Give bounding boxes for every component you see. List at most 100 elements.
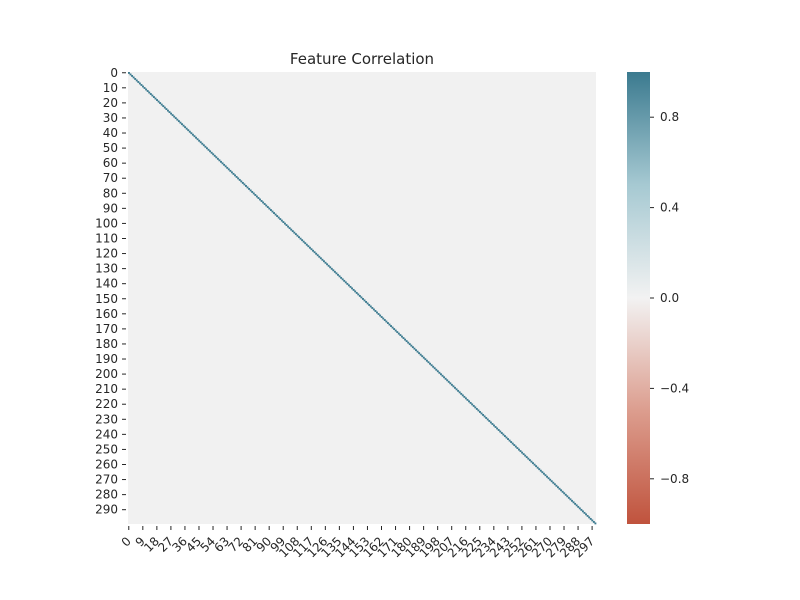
y-tick-label: 220 [95, 397, 118, 411]
heatmap-diagonal-cell [547, 477, 550, 480]
heatmap-diagonal-cell [140, 84, 143, 86]
heatmap-diagonal-cell [583, 511, 586, 514]
heatmap-diagonal-cell [524, 454, 527, 457]
heatmap-diagonal-cell [564, 493, 567, 496]
heatmap-diagonal-cell [142, 85, 144, 88]
heatmap-diagonal-cell [558, 487, 561, 490]
heatmap-diagonal-cell [460, 392, 463, 395]
y-tick-label: 230 [95, 412, 118, 426]
y-tick-label: 80 [103, 186, 118, 200]
heatmap-diagonal-cell [455, 388, 458, 391]
heatmap-diagonal-cell [226, 166, 229, 169]
heatmap-diagonal-cell [310, 248, 313, 251]
heatmap-diagonal-cell [344, 281, 347, 284]
heatmap-diagonal-cell [234, 174, 236, 177]
heatmap-diagonal-cell [187, 129, 190, 132]
y-tick-label: 170 [95, 322, 118, 336]
heatmap-diagonal-cell [282, 221, 285, 224]
heatmap-diagonal-cell [316, 254, 319, 257]
heatmap-diagonal-cell [238, 178, 241, 181]
y-tick-label: 280 [95, 488, 118, 502]
heatmap-diagonal-cell [347, 284, 350, 287]
heatmap-diagonal-cell [340, 276, 343, 279]
heatmap-diagonal-cell [382, 317, 385, 320]
heatmap-diagonal-cell [132, 76, 135, 79]
heatmap-diagonal-cell [248, 188, 251, 190]
heatmap-diagonal-cell [452, 385, 455, 388]
heatmap-diagonal-cell [210, 151, 213, 154]
heatmap-diagonal-cell [572, 501, 575, 504]
heatmap-diagonal-cell [516, 447, 519, 450]
heatmap-diagonal-cell [355, 291, 358, 294]
heatmap-diagonal-cell [541, 471, 544, 474]
y-tick-label: 160 [95, 307, 118, 321]
heatmap-diagonal-cell [371, 307, 374, 309]
heatmap-diagonal-cell [560, 489, 563, 492]
heatmap-diagonal-cell [287, 225, 290, 228]
heatmap-diagonal-cell [319, 257, 322, 260]
heatmap-diagonal-cell [475, 407, 478, 410]
y-tick-label: 250 [95, 442, 118, 456]
heatmap-diagonal-cell [553, 483, 556, 486]
heatmap-diagonal-cell [313, 251, 316, 254]
heatmap-diagonal-cell [323, 260, 325, 263]
y-tick-label: 110 [95, 231, 118, 245]
heatmap-diagonal-cell [522, 453, 525, 456]
heatmap-diagonal-cell [170, 112, 173, 115]
heatmap-diagonal-cell [542, 472, 545, 475]
heatmap-diagonal-cell [425, 359, 428, 362]
y-tick-label: 180 [95, 337, 118, 351]
heatmap-diagonal-cell [179, 121, 182, 124]
heatmap-diagonal-cell [446, 379, 449, 382]
heatmap-diagonal-cell [181, 123, 183, 126]
heatmap-diagonal-cell [550, 480, 553, 483]
heatmap-diagonal-cell [167, 109, 169, 112]
heatmap-diagonal-cell [421, 355, 424, 358]
heatmap-diagonal-cell [457, 389, 460, 392]
colorbar-tick-label: 0.4 [660, 201, 679, 215]
heatmap-diagonal-cell [196, 138, 199, 141]
y-tick-label: 0 [110, 66, 118, 80]
heatmap-diagonal-cell [567, 496, 570, 499]
heatmap-diagonal-cell [307, 245, 310, 248]
heatmap-diagonal-cell [365, 301, 368, 303]
heatmap-diagonal-cell [176, 118, 179, 121]
heatmap-diagonal-cell [407, 341, 410, 344]
heatmap-diagonal-cell [377, 313, 380, 315]
heatmap-diagonal-cell [513, 444, 516, 447]
heatmap-diagonal-cell [349, 285, 352, 288]
heatmap-diagonal-cell [510, 441, 513, 443]
heatmap-diagonal-cell [508, 439, 511, 442]
heatmap-diagonal-cell [585, 513, 587, 516]
heatmap-diagonal-cell [302, 240, 305, 243]
heatmap-diagonal-cell [232, 172, 235, 175]
heatmap-diagonal-cell [199, 141, 202, 144]
heatmap-diagonal-cell [271, 210, 274, 213]
heatmap-diagonal-cell [223, 163, 226, 166]
heatmap-diagonal-cell [201, 142, 204, 145]
heatmap-diagonal-cell [360, 296, 363, 299]
heatmap-diagonal-cell [458, 391, 461, 394]
heatmap-diagonal-cell [265, 204, 268, 207]
heatmap-diagonal-cell [332, 269, 335, 272]
heatmap-diagonal-cell [463, 395, 466, 398]
heatmap-diagonal-cell [246, 186, 249, 189]
heatmap-diagonal-cell [299, 237, 302, 240]
heatmap-diagonal-cell [574, 502, 577, 505]
heatmap-diagonal-cell [191, 133, 194, 136]
heatmap-diagonal-cell [262, 201, 265, 204]
x-tick-label: 0 [119, 534, 134, 549]
heatmap-diagonal-cell [368, 304, 371, 306]
heatmap-diagonal-cell [589, 517, 592, 520]
colorbar-tick-label: 0.0 [660, 291, 679, 305]
heatmap-diagonal-cell [489, 421, 492, 424]
heatmap-diagonal-cell [471, 403, 474, 406]
heatmap-diagonal-cell [527, 457, 530, 460]
colorbar-tick-label: −0.4 [660, 381, 689, 395]
heatmap-diagonal-cell [376, 311, 378, 314]
heatmap-diagonal-cell [252, 192, 255, 195]
heatmap-diagonal-cell [257, 197, 260, 199]
heatmap-diagonal-cell [152, 96, 155, 98]
heatmap-diagonal-cell [450, 383, 453, 386]
